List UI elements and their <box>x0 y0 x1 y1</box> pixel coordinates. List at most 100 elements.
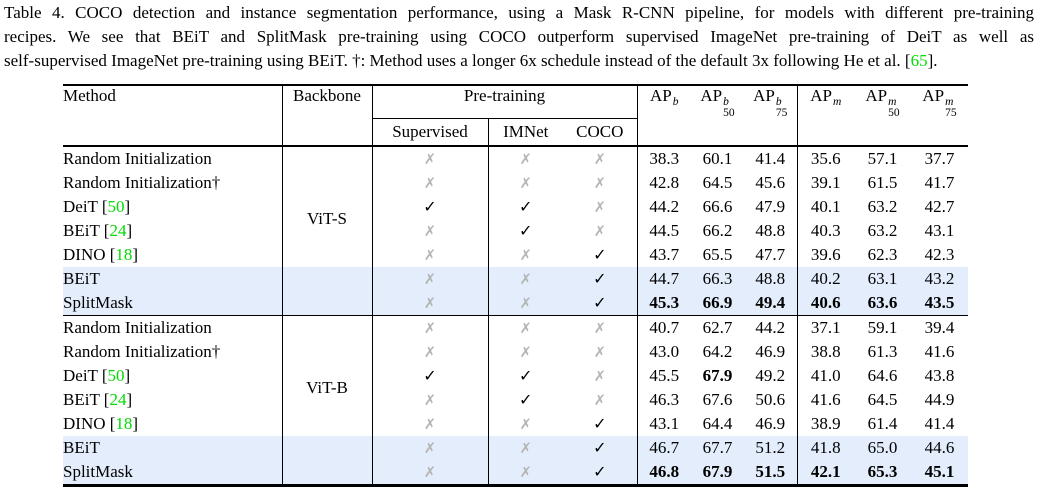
metric-value: 64.2 <box>702 342 733 361</box>
metric-value: 63.2 <box>867 221 898 240</box>
metric-value: 39.4 <box>911 315 969 340</box>
metric-value: 65.0 <box>854 436 912 460</box>
table-row: Random Initialization ✗ ✗ ✗ 38.3 60.1 41.4 35.6… <box>63 146 968 171</box>
check-mark-icon: ✓ <box>519 390 533 409</box>
metric-value: 66.9 <box>691 291 745 316</box>
col-header-pretraining: Pre-training <box>372 85 638 119</box>
metric-value: 66.3 <box>691 267 745 291</box>
table-row: DINO [18] ✗ ✗ ✓ 43.7 65.5 47.7 39.6 62.3 42.3 <box>63 243 968 267</box>
backbone-cell <box>282 171 373 195</box>
backbone-cell <box>282 267 373 291</box>
method-cell: DINO [18] <box>63 243 283 267</box>
metric-value: 39.1 <box>810 173 841 192</box>
citation-ref: 50 <box>107 197 125 216</box>
method-cell: SplitMask <box>63 291 283 316</box>
check-mark-icon: ✓ <box>563 267 638 291</box>
metric-value: 62.7 <box>691 315 745 340</box>
cross-mark-icon: ✗ <box>372 219 489 243</box>
metric-value: 38.3 <box>649 149 680 168</box>
table-row: Random Initialization† ✗ ✗ ✗ 43.0 64.2 46.9 38.… <box>63 340 968 364</box>
metric-value: 42.8 <box>649 173 680 192</box>
metric-value: 66.2 <box>702 221 733 240</box>
table-row: SplitMask ✗ ✗ ✓ 46.8 67.9 51.5 42.1 65.3 45.1 <box>63 460 969 486</box>
metric-value: 49.4 <box>744 291 798 316</box>
citation-ref: 50 <box>107 366 125 385</box>
cross-mark-icon: ✗ <box>488 315 563 340</box>
citation-ref: 18 <box>115 245 133 264</box>
metric-value: 43.1 <box>924 221 955 240</box>
col-header-imnet: IMNet <box>488 118 563 147</box>
cross-mark-icon: ✗ <box>563 195 638 219</box>
metric-value: 41.0 <box>810 366 841 385</box>
metric-value: 67.9 <box>702 366 733 385</box>
method-cell: BEiT <box>63 267 283 291</box>
check-mark-icon: ✓ <box>563 291 638 316</box>
check-mark-icon: ✓ <box>372 364 489 388</box>
metric-value: 43.8 <box>924 366 955 385</box>
metric-value: 44.7 <box>637 267 692 291</box>
cross-mark-icon: ✗ <box>563 219 638 243</box>
check-mark-icon: ✓ <box>372 195 489 219</box>
table-row: DeiT [50] ✓ ✓ ✗ 44.2 66.6 47.9 40.1 63.2 42.7 <box>63 195 968 219</box>
backbone-cell <box>282 195 373 219</box>
metric-value: 66.6 <box>702 197 733 216</box>
metric-value: 42.3 <box>924 245 955 264</box>
metric-value: 41.6 <box>924 342 955 361</box>
metric-value: 42.7 <box>924 197 955 216</box>
backbone-cell: ViT-S <box>282 209 373 243</box>
metric-value: 46.9 <box>744 412 798 436</box>
cross-mark-icon: ✗ <box>519 345 532 361</box>
method-cell: Random Initialization <box>63 315 283 340</box>
metric-value: 48.8 <box>744 219 798 243</box>
check-mark-icon: ✓ <box>563 460 638 486</box>
metric-value: 43.5 <box>911 291 969 316</box>
backbone-cell <box>282 364 373 388</box>
col-header-ap-m: AP m <box>797 85 855 147</box>
metric-value: 41.4 <box>924 414 955 433</box>
results-table: Method Backbone Pre-training AP b AP b 50 A… <box>63 84 969 487</box>
check-mark-icon: ✓ <box>519 366 533 385</box>
citation-ref: 18 <box>115 414 133 433</box>
metric-value: 41.8 <box>797 436 855 460</box>
metric-value: 47.7 <box>744 243 798 267</box>
table-caption: Table 4. COCO detection and instance seg… <box>4 1 1034 73</box>
cross-mark-icon: ✗ <box>372 388 489 412</box>
metric-value: 35.6 <box>810 149 841 168</box>
group-vit-b: Random Initialization ✗ ✗ ✗ 40.7 62.7 44.2 37.1… <box>63 315 969 486</box>
backbone-cell <box>282 291 373 316</box>
col-header-backbone: Backbone <box>282 85 373 147</box>
metric-value: 43.1 <box>649 414 680 433</box>
col-header-supervised: Supervised <box>372 118 489 147</box>
backbone-cell: ViT-B <box>282 378 373 412</box>
metric-value: 45.5 <box>649 366 680 385</box>
metric-value: 41.6 <box>810 390 841 409</box>
check-mark-icon: ✓ <box>519 197 533 216</box>
backbone-cell <box>282 315 373 340</box>
check-mark-icon: ✓ <box>563 243 638 267</box>
metric-value: 44.2 <box>649 197 680 216</box>
metric-value: 46.9 <box>744 340 798 364</box>
table-row: BEiT [24] ViT-B ✗ ✓ ✗ 46.3 67.6 50.6 41.6 64.5 44.… <box>63 378 968 412</box>
cross-mark-icon: ✗ <box>372 436 489 460</box>
metric-value: 46.8 <box>637 460 692 486</box>
cross-mark-icon: ✗ <box>519 248 532 264</box>
cross-mark-icon: ✗ <box>563 315 638 340</box>
metric-value: 45.6 <box>744 171 798 195</box>
method-cell: DeiT [50] <box>63 195 283 219</box>
metric-value: 63.6 <box>854 291 912 316</box>
metric-value: 46.7 <box>637 436 692 460</box>
col-header-ap-m-75: AP m 75 <box>911 85 969 147</box>
method-cell: Random Initialization <box>63 146 283 171</box>
col-header-ap-b-75: AP b 75 <box>744 85 798 147</box>
metric-value: 65.5 <box>702 245 733 264</box>
metric-value: 39.6 <box>810 245 841 264</box>
cross-mark-icon: ✗ <box>372 412 489 436</box>
col-header-method: Method <box>63 85 283 147</box>
caption-text-end: ]. <box>927 51 938 70</box>
metric-value: 45.1 <box>911 460 969 486</box>
cross-mark-icon: ✗ <box>372 171 489 195</box>
cross-mark-icon: ✗ <box>372 460 489 486</box>
metric-value: 67.7 <box>691 436 745 460</box>
cross-mark-icon: ✗ <box>519 152 532 168</box>
metric-value: 44.6 <box>911 436 969 460</box>
